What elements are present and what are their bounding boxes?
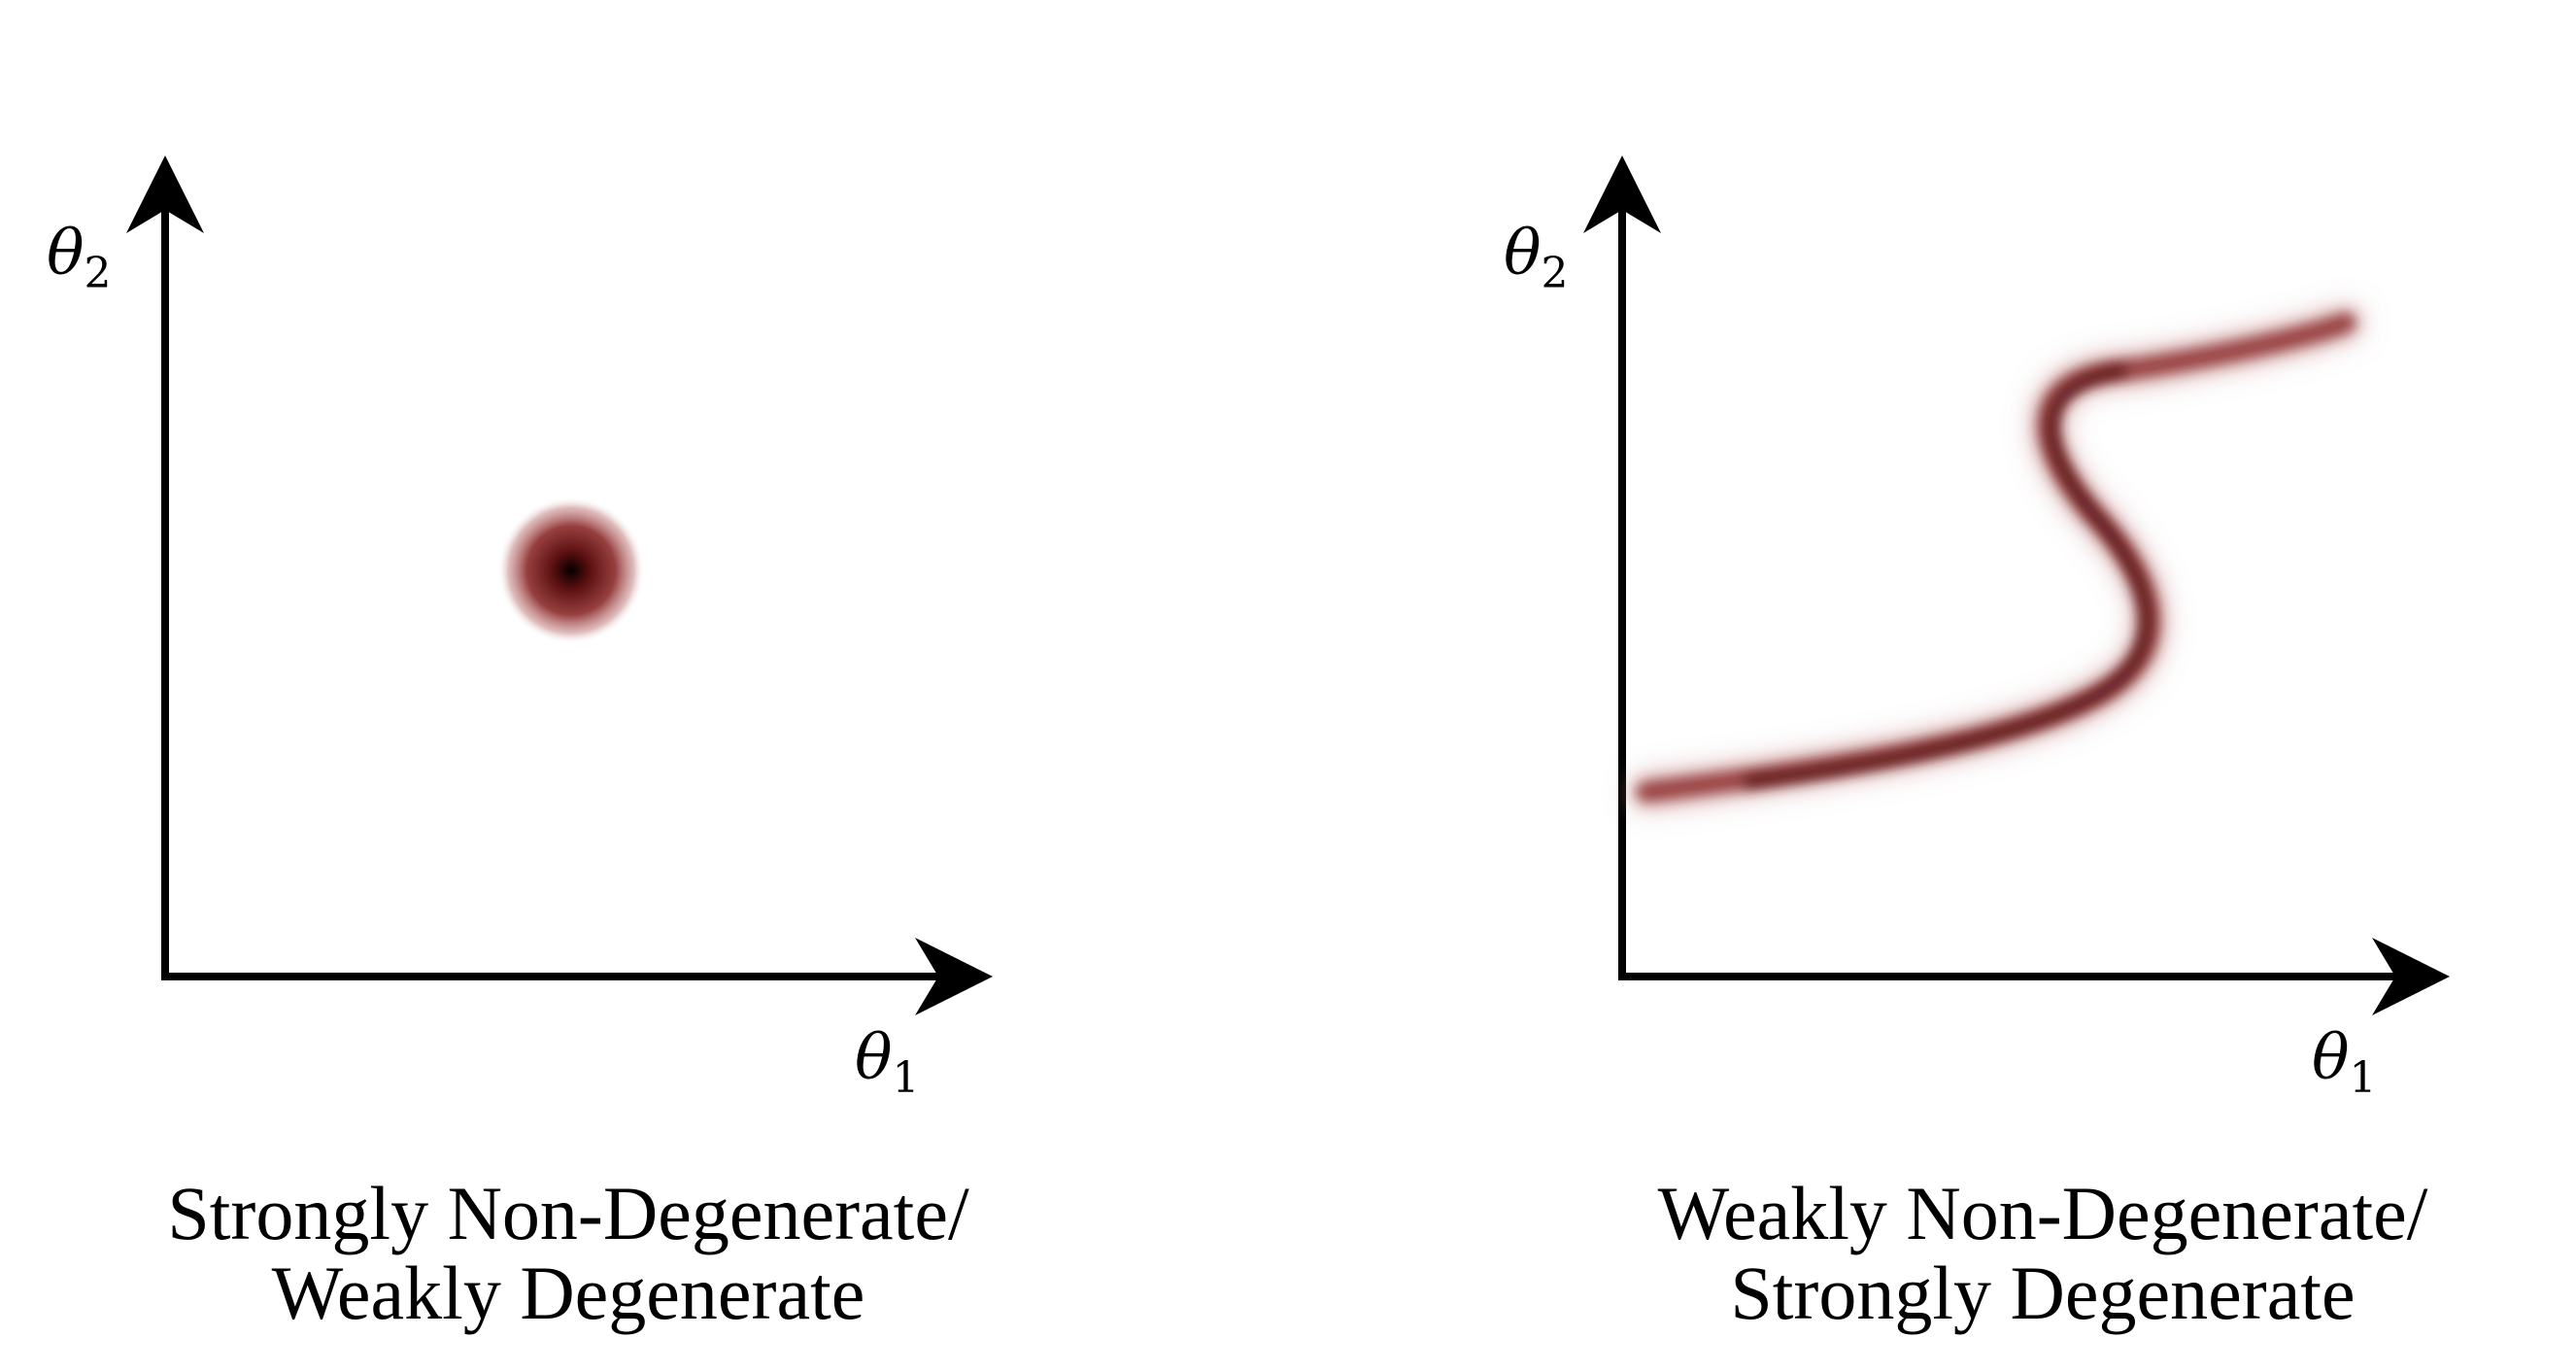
left-x-axis-label: θ1 bbox=[855, 1022, 920, 1103]
left-panel: θ2 θ1 bbox=[47, 155, 993, 1103]
right-y-axis-label: θ2 bbox=[1504, 218, 1569, 298]
degenerate-density-band bbox=[1630, 306, 2362, 808]
left-caption-line-1: Strongly Non-Degenerate/ bbox=[167, 1171, 969, 1255]
right-panel: θ2 θ1 bbox=[1504, 155, 2450, 1103]
right-x-axis-label: θ1 bbox=[2312, 1022, 2377, 1103]
right-caption-line-2: Strongly Degenerate bbox=[1730, 1251, 2356, 1335]
left-y-axis-label: θ2 bbox=[47, 218, 112, 298]
right-panel-caption: Weakly Non-Degenerate/ Strongly Degenera… bbox=[1508, 1174, 2576, 1333]
left-caption-line-2: Weakly Degenerate bbox=[271, 1251, 865, 1335]
right-caption-line-1: Weakly Non-Degenerate/ bbox=[1657, 1171, 2428, 1255]
left-panel-caption: Strongly Non-Degenerate/ Weakly Degenera… bbox=[34, 1174, 1102, 1333]
isotropic-density-blob bbox=[497, 497, 645, 644]
